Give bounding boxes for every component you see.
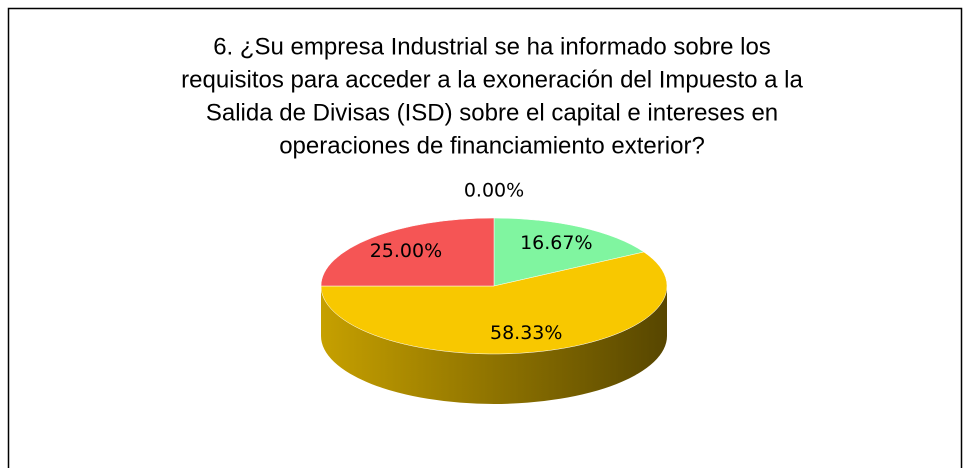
data-label: 0.00% bbox=[464, 179, 524, 201]
slice-side bbox=[321, 286, 667, 404]
chart-title: requisitos para acceder a la exoneración… bbox=[181, 66, 803, 93]
data-label: 25.00% bbox=[370, 240, 442, 262]
slice bbox=[320, 251, 668, 355]
chart-title: 6. ¿Su empresa Industrial se ha informad… bbox=[213, 33, 771, 60]
data-label: 16.67% bbox=[520, 232, 592, 254]
slice bbox=[320, 217, 495, 287]
chart-title: Salida de Divisas (ISD) sobre el capital… bbox=[206, 99, 778, 126]
data-label: 58.33% bbox=[490, 322, 562, 344]
chart-title: operaciones de financiamiento exterior? bbox=[279, 132, 705, 159]
slice bbox=[493, 217, 645, 287]
